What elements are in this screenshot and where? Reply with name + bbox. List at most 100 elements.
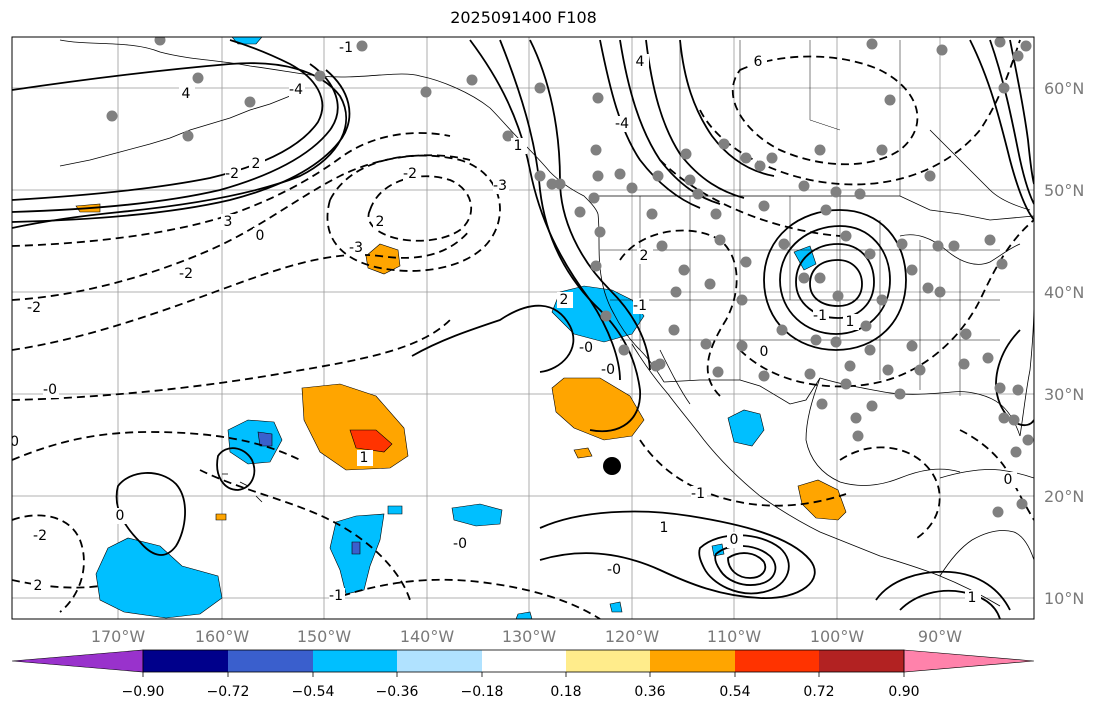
- station-dot: [656, 240, 668, 252]
- contour-label: -0: [607, 562, 621, 578]
- contour-solid-east-3: [1009, 39, 1034, 185]
- contour-label: 2: [252, 156, 261, 172]
- colorbar-tick-label: −0.72: [207, 684, 250, 700]
- hudson-area: [929, 129, 1031, 211]
- station-dot: [922, 282, 934, 294]
- colorbar-segment: [313, 650, 397, 672]
- contour-label: -1: [691, 486, 705, 502]
- latitude-labels: 60°N 50°N 40°N 30°N 20°N 10°N: [1044, 79, 1084, 608]
- contour-dashed-south-6: [12, 579, 101, 589]
- lon-label: 90°W: [918, 627, 962, 646]
- contour-label: -2: [225, 166, 239, 182]
- lat-label: 20°N: [1044, 487, 1084, 506]
- station-dot: [710, 208, 722, 220]
- contour-label-bg: [27, 300, 43, 316]
- contour-label-bg: [179, 86, 195, 102]
- contour-label: 2: [34, 578, 43, 594]
- contour-solid-hawaii-loop: [216, 447, 256, 491]
- station-dot: [820, 204, 832, 216]
- contour-solid-west-4: [12, 69, 351, 223]
- orange-fill-south-mexico: [797, 479, 847, 521]
- lat-label: 50°N: [1044, 181, 1084, 200]
- contour-label: -1: [813, 308, 827, 324]
- station-dot: [588, 192, 600, 204]
- station-dot: [754, 160, 766, 172]
- orange-fill-baja: [551, 377, 645, 441]
- station-dot: [804, 368, 816, 380]
- station-dot: [590, 144, 602, 156]
- colorbar-labels: −0.90 −0.72 −0.54 −0.36 −0.18 0.18 0.36 0.54 0.7…: [122, 684, 920, 700]
- contour-solid-se-2: [899, 589, 1001, 619]
- colorbar-tick-label: 0.36: [634, 684, 665, 700]
- contour-dashed-low-1: [619, 229, 738, 397]
- us-mexico-border: [663, 377, 821, 405]
- lon-label: 170°W: [91, 627, 146, 646]
- colorbar-segment: [143, 650, 228, 672]
- contour-solid-west-2: [12, 39, 324, 201]
- contour-label-bg: [813, 308, 829, 324]
- cyan-fill-small-5: [711, 543, 725, 557]
- station-dot: [934, 286, 946, 298]
- contour-label-bg: [601, 362, 617, 378]
- station-dot: [866, 38, 878, 50]
- contour-label-bg: [751, 54, 767, 70]
- colorbar-tick-label: 0.54: [719, 684, 750, 700]
- contour-label: 2: [376, 214, 385, 230]
- station-dot: [652, 170, 664, 182]
- station-dot: [154, 37, 166, 46]
- station-dot: [704, 278, 716, 290]
- cyan-fill-mexico: [727, 409, 765, 447]
- contour-dashed-canada-3: [659, 159, 841, 237]
- contour-label-bg: [511, 138, 527, 154]
- contour-label: 0: [1004, 472, 1013, 488]
- station-dot: [860, 320, 872, 332]
- contour-label-bg: [225, 166, 241, 182]
- contour-label-bg: [493, 178, 509, 194]
- station-dot: [668, 324, 680, 336]
- contour-label-bg: [633, 54, 649, 70]
- cuba: [939, 469, 1034, 479]
- station-dot: [1010, 446, 1022, 458]
- station-dot: [680, 148, 692, 160]
- contour-label: -2: [403, 166, 417, 182]
- colorbar-extend-low: [11, 649, 144, 673]
- colorbar-segment: [228, 650, 313, 672]
- contour-label: 0: [760, 344, 769, 360]
- station-dot: [592, 92, 604, 104]
- hawaii-islands: [222, 473, 263, 503]
- lon-label: 150°W: [297, 627, 352, 646]
- colorbar-tick-label: −0.36: [376, 684, 419, 700]
- station-dot: [864, 344, 876, 356]
- station-dot: [992, 506, 1004, 518]
- contour-solid-coast-8: [679, 39, 775, 177]
- contour-label: -3: [493, 178, 507, 194]
- contour-solid-west-1: [12, 62, 348, 229]
- us-canada-border: [598, 195, 1034, 221]
- contour-label: -1: [339, 40, 353, 56]
- contour-label-bg: [843, 314, 859, 330]
- station-dot: [714, 234, 726, 246]
- station-dot: [854, 188, 866, 200]
- station-dot: [840, 378, 852, 390]
- contour-label: 1: [360, 450, 369, 466]
- station-dot: [1012, 384, 1024, 396]
- station-dot: [650, 360, 662, 372]
- contour-label-bg: [179, 266, 195, 282]
- contour-label: 6: [754, 54, 763, 70]
- contour-label-bg: [657, 520, 673, 536]
- station-dot: [778, 238, 790, 250]
- station-dot: [626, 182, 638, 194]
- contour-label-bg: [289, 82, 305, 98]
- colorbar-tick-label: 0.72: [803, 684, 834, 700]
- contour-solid-coast-3: [529, 39, 651, 371]
- contour-solid-south-1: [539, 510, 816, 599]
- location-marker: [603, 457, 621, 475]
- station-dot: [866, 400, 878, 412]
- station-dot: [356, 40, 368, 52]
- contour-label: 4: [182, 86, 191, 102]
- cyan-fill-hawaii: [227, 419, 283, 465]
- lon-label: 160°W: [195, 627, 250, 646]
- station-dot: [984, 234, 996, 246]
- contour-label-bg: [557, 292, 573, 308]
- station-dot: [592, 170, 604, 182]
